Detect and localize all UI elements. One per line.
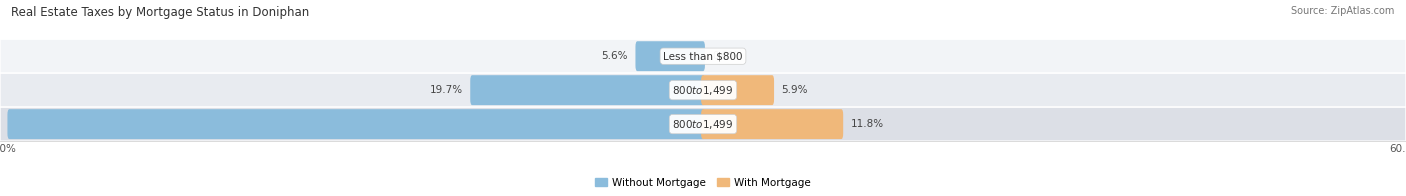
Text: 5.9%: 5.9% [782, 85, 808, 95]
FancyBboxPatch shape [636, 41, 704, 71]
FancyBboxPatch shape [0, 73, 1406, 107]
Text: 11.8%: 11.8% [851, 119, 884, 129]
FancyBboxPatch shape [470, 75, 704, 105]
Text: 19.7%: 19.7% [430, 85, 463, 95]
Text: Less than $800: Less than $800 [664, 51, 742, 61]
Text: Source: ZipAtlas.com: Source: ZipAtlas.com [1291, 6, 1395, 16]
FancyBboxPatch shape [0, 107, 1406, 141]
FancyBboxPatch shape [0, 39, 1406, 73]
FancyBboxPatch shape [702, 75, 775, 105]
FancyBboxPatch shape [702, 109, 844, 139]
Legend: Without Mortgage, With Mortgage: Without Mortgage, With Mortgage [591, 174, 815, 192]
Text: 5.6%: 5.6% [602, 51, 628, 61]
Text: Real Estate Taxes by Mortgage Status in Doniphan: Real Estate Taxes by Mortgage Status in … [11, 6, 309, 19]
Text: $800 to $1,499: $800 to $1,499 [672, 118, 734, 131]
Text: $800 to $1,499: $800 to $1,499 [672, 84, 734, 97]
FancyBboxPatch shape [7, 109, 704, 139]
Text: 0.0%: 0.0% [713, 51, 738, 61]
